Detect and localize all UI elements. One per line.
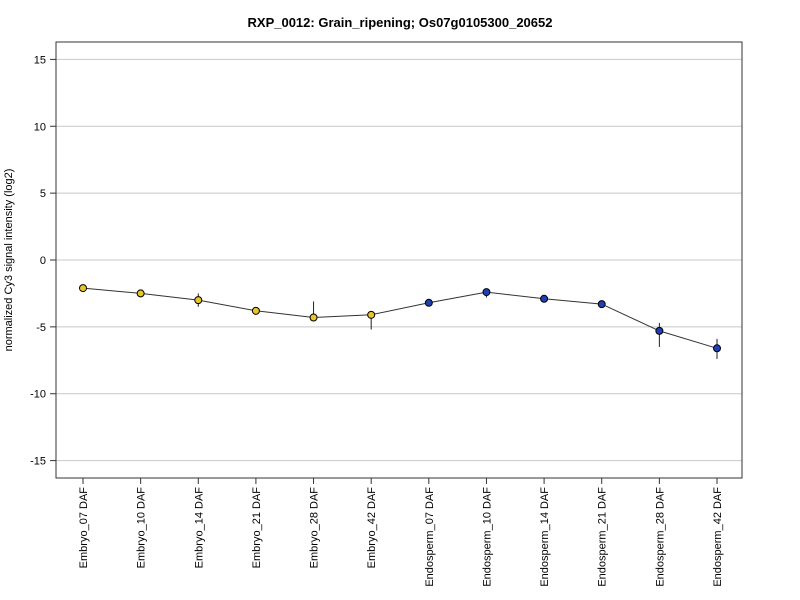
y-tick-label: -5 (36, 322, 46, 334)
x-tick-label: Endosperm_28 DAF (654, 487, 666, 587)
y-tick-label: 0 (40, 255, 46, 267)
x-tick-label: Endosperm_14 DAF (539, 487, 551, 587)
data-point (713, 344, 721, 353)
error-bars (197, 289, 718, 359)
y-tick-label: -15 (30, 456, 46, 468)
data-point (79, 284, 87, 293)
x-tick-label: Embryo_42 DAF (366, 487, 378, 569)
x-tick-label: Embryo_21 DAF (251, 487, 263, 569)
y-axis-label: normalized Cy3 signal intensity (log2) (3, 169, 15, 352)
x-tick-label: Endosperm_21 DAF (597, 487, 609, 587)
y-axis-ticks: -15 -10 -5 0 5 10 15 (30, 54, 56, 468)
data-point (136, 289, 145, 298)
grid-lines (56, 58, 742, 462)
data-point (597, 300, 606, 309)
x-tick-label: Endosperm_42 DAF (712, 487, 724, 587)
x-tick-label: Embryo_07 DAF (78, 487, 90, 569)
data-point (655, 326, 664, 335)
data-point (309, 313, 318, 322)
data-point (367, 310, 376, 319)
x-tick-label: Endosperm_07 DAF (424, 487, 436, 587)
x-tick-label: Embryo_14 DAF (193, 487, 205, 569)
series-polyline (82, 287, 718, 349)
y-tick-label: 15 (34, 54, 46, 66)
y-tick-label: -10 (30, 389, 46, 401)
data-point (482, 288, 491, 297)
x-tick-label: Embryo_28 DAF (309, 487, 321, 569)
y-tick-label: 5 (40, 188, 46, 200)
x-tick-label: Embryo_10 DAF (136, 487, 148, 569)
data-point (540, 294, 549, 303)
x-tick-label: Endosperm_10 DAF (481, 487, 493, 587)
chart-title: RXP_0012: Grain_ripening; Os07g0105300_2… (248, 15, 553, 30)
x-axis-ticks: Embryo_07 DAF Embryo_10 DAF Embryo_14 DAF E… (78, 478, 724, 587)
data-point (194, 296, 203, 305)
y-tick-label: 10 (34, 121, 46, 133)
data-points (79, 284, 721, 353)
data-point (424, 298, 433, 307)
data-point (251, 306, 260, 315)
series-line (82, 287, 718, 349)
